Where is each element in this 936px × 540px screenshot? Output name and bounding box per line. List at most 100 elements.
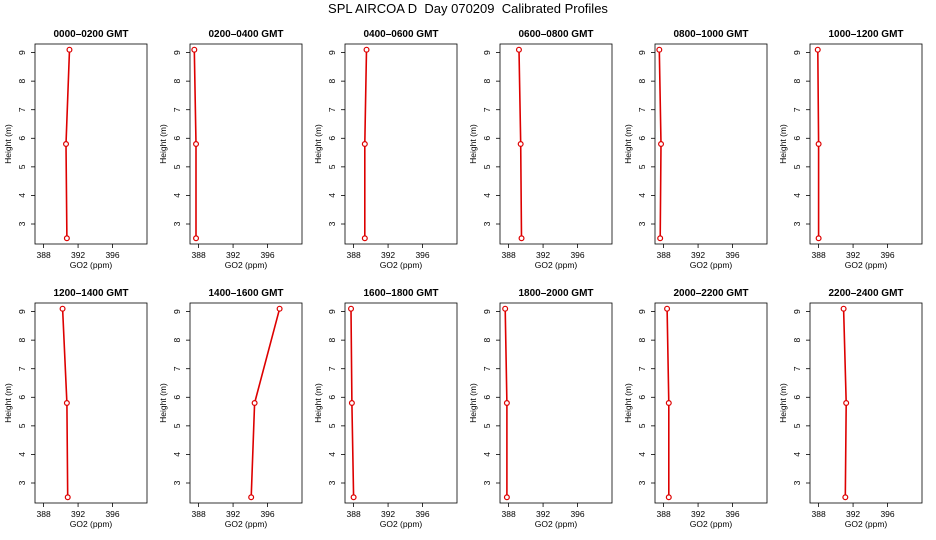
- y-tick-label: 9: [637, 309, 647, 314]
- y-tick-label: 6: [792, 395, 802, 400]
- profile-point: [503, 494, 510, 501]
- profile-point: [248, 494, 255, 501]
- x-axis-label: GO2 (ppm): [380, 519, 423, 529]
- y-tick-label: 4: [637, 193, 647, 198]
- y-axis-label: Height (m): [158, 383, 168, 423]
- y-tick-label: 9: [792, 50, 802, 55]
- y-tick-label: 8: [637, 338, 647, 343]
- profile-point: [815, 141, 822, 148]
- profile-point: [657, 235, 664, 242]
- x-tick-label: 388: [347, 509, 361, 519]
- panel-title: 0600–0800 GMT: [518, 29, 593, 40]
- y-tick-label: 9: [792, 309, 802, 314]
- y-tick-label: 9: [637, 50, 647, 55]
- y-tick-label: 6: [17, 136, 27, 141]
- y-tick-label: 9: [172, 309, 182, 314]
- y-tick-label: 4: [482, 193, 492, 198]
- profile-point: [350, 494, 357, 501]
- y-tick-label: 8: [327, 338, 337, 343]
- y-tick-label: 3: [637, 221, 647, 226]
- profile-point: [348, 305, 355, 312]
- y-tick-label: 3: [172, 221, 182, 226]
- y-tick-label: 9: [17, 309, 27, 314]
- y-tick-label: 5: [637, 164, 647, 169]
- x-tick-label: 388: [657, 509, 671, 519]
- x-tick-label: 396: [725, 250, 739, 260]
- x-tick-label: 392: [691, 250, 705, 260]
- x-axis-label: GO2 (ppm): [70, 519, 113, 529]
- plot-frame: [654, 43, 768, 245]
- y-tick-label: 6: [17, 395, 27, 400]
- profile-point: [191, 46, 198, 53]
- x-tick-label: 396: [725, 509, 739, 519]
- y-tick-label: 9: [327, 309, 337, 314]
- plot-frame: [344, 43, 458, 245]
- profile-point: [276, 305, 283, 312]
- y-tick-label: 8: [637, 79, 647, 84]
- panel-title: 0800–1000 GMT: [673, 29, 748, 40]
- panel-title: 0200–0400 GMT: [208, 29, 283, 40]
- x-tick-label: 396: [880, 250, 894, 260]
- panel-title: 1800–2000 GMT: [518, 288, 593, 299]
- profile-point: [814, 46, 821, 53]
- y-tick-label: 9: [17, 50, 27, 55]
- plot-frame: [499, 302, 613, 504]
- y-axis-label: Height (m): [313, 124, 323, 164]
- profile-point: [361, 235, 368, 242]
- x-tick-label: 392: [226, 509, 240, 519]
- y-tick-label: 7: [327, 366, 337, 371]
- profile-point: [63, 400, 70, 407]
- x-axis-label: GO2 (ppm): [70, 260, 113, 270]
- panel-title: 2200–2400 GMT: [828, 288, 903, 299]
- y-tick-label: 4: [482, 452, 492, 457]
- x-axis-label: GO2 (ppm): [535, 260, 578, 270]
- profile-point: [63, 141, 70, 148]
- plot-frame: [189, 43, 303, 245]
- x-tick-label: 392: [381, 509, 395, 519]
- y-tick-label: 5: [482, 164, 492, 169]
- y-tick-label: 7: [482, 366, 492, 371]
- y-axis-label: Height (m): [3, 383, 13, 423]
- y-tick-label: 5: [792, 423, 802, 428]
- x-tick-label: 392: [536, 509, 550, 519]
- y-tick-label: 5: [172, 423, 182, 428]
- y-tick-label: 6: [327, 395, 337, 400]
- profile-point: [518, 235, 525, 242]
- y-axis-label: Height (m): [3, 124, 13, 164]
- x-tick-label: 392: [846, 250, 860, 260]
- profile-point: [843, 400, 850, 407]
- profile-point: [840, 305, 847, 312]
- x-tick-label: 388: [502, 509, 516, 519]
- x-tick-label: 392: [71, 509, 85, 519]
- x-tick-label: 396: [570, 509, 584, 519]
- y-axis-label: Height (m): [778, 124, 788, 164]
- panel-title: 1400–1600 GMT: [208, 288, 283, 299]
- x-tick-label: 392: [691, 509, 705, 519]
- x-tick-label: 396: [260, 509, 274, 519]
- profile-point: [815, 235, 822, 242]
- profile-point: [515, 46, 522, 53]
- y-axis-label: Height (m): [158, 124, 168, 164]
- x-tick-label: 388: [812, 509, 826, 519]
- y-tick-label: 5: [637, 423, 647, 428]
- y-tick-label: 8: [172, 79, 182, 84]
- x-tick-label: 392: [226, 250, 240, 260]
- plot-frame: [809, 43, 923, 245]
- y-tick-label: 7: [482, 107, 492, 112]
- profile-point: [348, 400, 355, 407]
- y-tick-label: 7: [172, 107, 182, 112]
- y-tick-label: 3: [17, 480, 27, 485]
- x-tick-label: 396: [415, 509, 429, 519]
- profile-point: [66, 46, 73, 53]
- y-tick-label: 7: [792, 107, 802, 112]
- y-tick-label: 3: [637, 480, 647, 485]
- panel-title: 2000–2200 GMT: [673, 288, 748, 299]
- y-tick-label: 9: [327, 50, 337, 55]
- y-tick-label: 6: [327, 136, 337, 141]
- panel-title: 1600–1800 GMT: [363, 288, 438, 299]
